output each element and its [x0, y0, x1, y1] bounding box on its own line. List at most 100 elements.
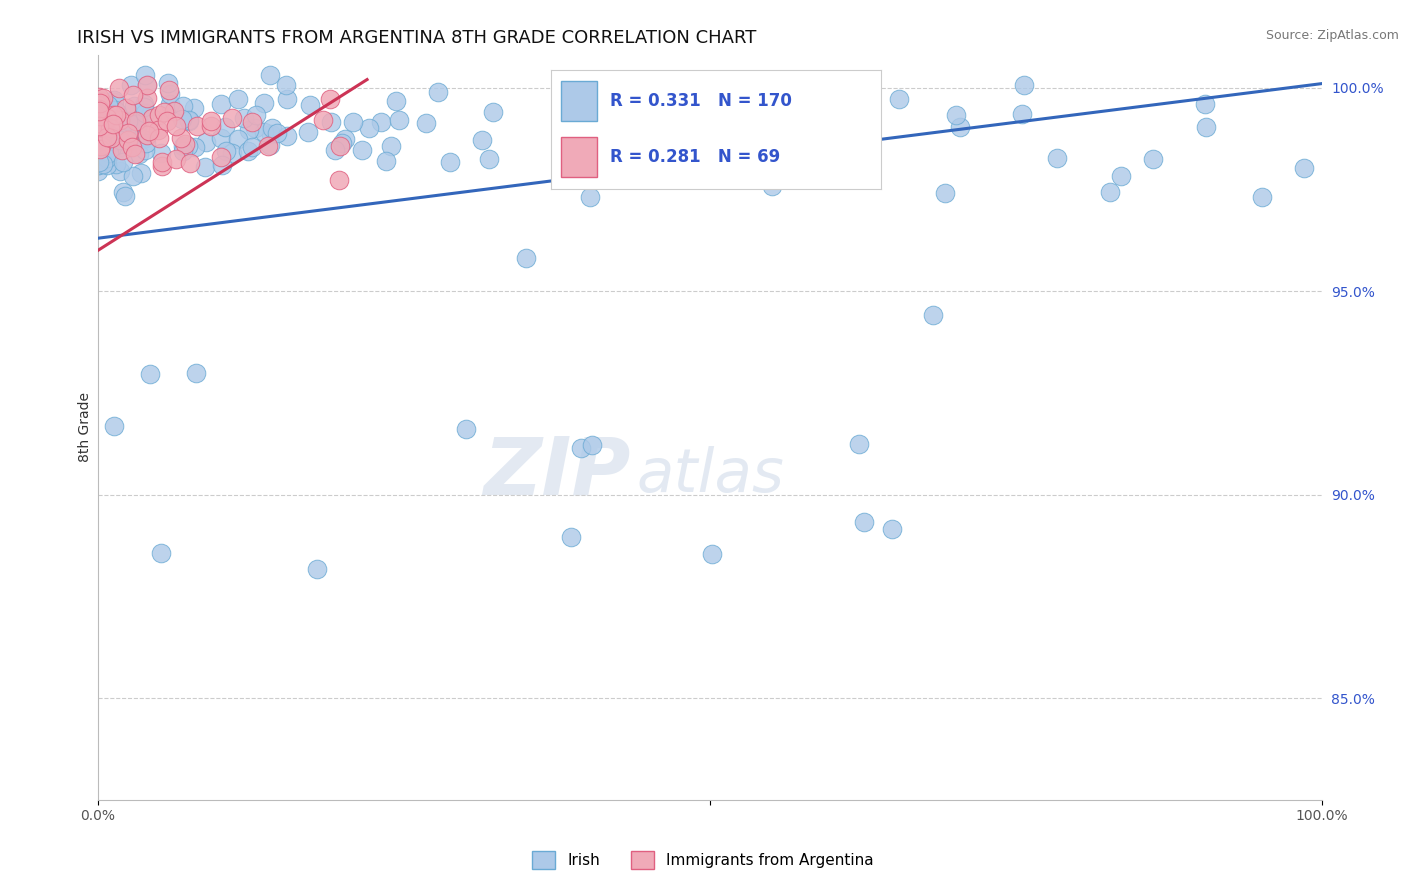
Point — [91, 91, 114, 105]
Point — [882, 522, 904, 536]
Point — [221, 146, 243, 161]
Point — [1109, 169, 1132, 183]
Point — [156, 114, 179, 128]
Point — [560, 530, 582, 544]
Point — [134, 106, 156, 120]
Point — [259, 138, 281, 153]
Point — [163, 103, 186, 118]
Point — [184, 366, 207, 380]
Point — [177, 113, 200, 128]
Point — [583, 167, 606, 181]
Point — [380, 138, 402, 153]
Point — [787, 111, 810, 125]
Point — [136, 78, 159, 92]
Point — [97, 111, 120, 125]
Point — [165, 119, 187, 133]
Point — [233, 111, 256, 125]
Point — [141, 111, 163, 125]
Point — [105, 104, 128, 119]
Point — [299, 98, 322, 112]
Point — [103, 95, 125, 109]
Point — [108, 133, 131, 147]
Point — [630, 133, 652, 147]
Point — [934, 186, 956, 201]
Point — [945, 107, 967, 121]
Point — [89, 103, 111, 118]
Point — [240, 139, 263, 153]
Point — [96, 113, 118, 128]
Point — [159, 87, 181, 101]
Point — [557, 83, 579, 97]
Point — [96, 130, 118, 145]
Point — [569, 442, 592, 456]
Point — [131, 132, 153, 146]
Point — [108, 80, 131, 95]
Point — [186, 119, 208, 133]
Point — [752, 150, 775, 164]
Point — [415, 116, 437, 130]
Point — [121, 139, 143, 153]
Point — [127, 114, 149, 128]
Point — [104, 103, 127, 117]
Point — [228, 92, 250, 106]
Point — [323, 144, 346, 158]
Point — [87, 158, 110, 172]
Point — [90, 104, 112, 119]
Point — [89, 116, 111, 130]
Point — [1046, 151, 1069, 165]
Point — [172, 99, 194, 113]
Point — [117, 133, 139, 147]
Point — [115, 101, 138, 115]
Point — [276, 92, 298, 106]
Point — [136, 128, 159, 142]
Point — [112, 185, 135, 199]
Point — [253, 125, 276, 139]
Point — [159, 96, 181, 111]
Point — [135, 78, 157, 93]
Point — [454, 422, 477, 436]
Point — [176, 139, 198, 153]
Point — [91, 120, 114, 134]
Point — [90, 152, 112, 166]
Point — [100, 130, 122, 145]
Point — [149, 146, 172, 161]
Point — [87, 164, 110, 178]
Point — [240, 115, 263, 129]
Point — [100, 132, 122, 146]
Point — [87, 98, 110, 112]
Point — [135, 136, 157, 150]
Point — [134, 143, 156, 157]
Point — [221, 112, 243, 126]
Point — [96, 138, 118, 153]
Point — [89, 153, 111, 167]
Point — [96, 152, 118, 166]
Point — [274, 78, 297, 93]
Point — [150, 546, 173, 560]
Point — [177, 113, 200, 128]
Point — [91, 157, 114, 171]
Point — [165, 153, 187, 167]
Point — [426, 85, 449, 99]
Point — [115, 121, 138, 136]
Point — [114, 189, 136, 203]
Point — [135, 91, 157, 105]
Point — [87, 112, 110, 127]
Point — [579, 189, 602, 203]
Point — [1011, 107, 1033, 121]
Point — [1292, 161, 1315, 175]
Point — [1250, 190, 1272, 204]
Point — [1012, 78, 1035, 92]
Point — [114, 122, 136, 136]
Point — [120, 78, 142, 92]
Point — [132, 96, 155, 111]
Point — [87, 154, 110, 169]
Point — [103, 418, 125, 433]
Point — [98, 121, 121, 136]
Point — [104, 139, 127, 153]
Point — [117, 127, 139, 141]
Y-axis label: 8th Grade: 8th Grade — [79, 392, 93, 462]
Point — [96, 151, 118, 165]
Point — [97, 97, 120, 112]
Point — [128, 147, 150, 161]
Point — [214, 120, 236, 134]
